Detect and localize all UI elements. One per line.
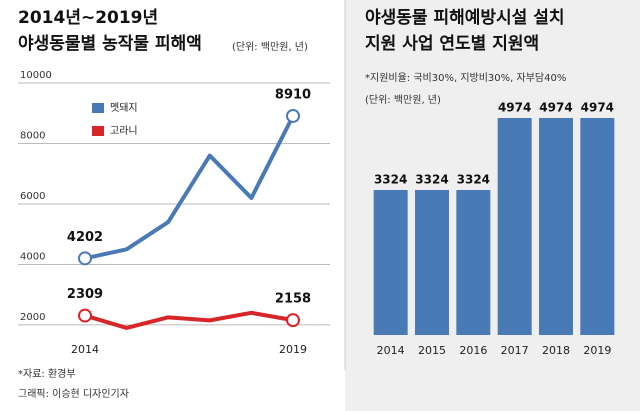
data-label: 4974 <box>498 101 531 115</box>
data-label: 2309 <box>67 287 103 302</box>
bar <box>539 118 573 335</box>
subtitle: *지원비율: 국비30%, 지방비30%, 자부담40% <box>365 72 566 84</box>
legend-label: 멧돼지 <box>110 102 138 114</box>
bar <box>415 189 449 335</box>
chart-title: 지원 사업 연도별 지원액 <box>365 34 539 54</box>
x-tick-label: 2019 <box>583 344 611 357</box>
x-tick-label: 2014 <box>377 344 405 357</box>
data-marker <box>286 108 300 123</box>
bar <box>456 189 491 335</box>
data-label: 3324 <box>374 172 407 186</box>
legend-label: 고라니 <box>110 125 138 137</box>
data-label: 2158 <box>275 292 311 307</box>
bar <box>373 189 408 335</box>
data-label: 3324 <box>457 172 490 186</box>
data-label: 4202 <box>67 230 103 245</box>
data-marker <box>78 251 92 266</box>
x-tick-label: 2015 <box>418 344 446 357</box>
credit: 그래픽: 이승현 디자인기자 <box>18 388 129 400</box>
x-tick-label: 2019 <box>279 343 307 356</box>
y-tick-label: 10000 <box>20 70 52 81</box>
unit-label: (단위: 백만원, 년) <box>232 40 308 53</box>
y-tick-label: 2000 <box>20 312 45 323</box>
chart-title: 야생동물 피해예방시설 설치 <box>365 8 565 28</box>
bar <box>497 118 532 335</box>
legend-swatch <box>92 126 104 136</box>
source: *자료: 환경부 <box>18 367 76 380</box>
data-line <box>84 310 294 330</box>
y-tick-label: 6000 <box>20 191 45 202</box>
data-label: 4974 <box>581 101 614 115</box>
x-tick-label: 2018 <box>542 344 570 357</box>
unit-label: (단위: 백만원, 년) <box>365 93 441 106</box>
data-line <box>84 115 295 261</box>
y-tick-label: 4000 <box>20 251 45 262</box>
x-tick-label: 2017 <box>501 344 529 357</box>
data-marker <box>78 308 92 323</box>
data-label: 8910 <box>275 87 311 102</box>
data-label: 3324 <box>415 172 448 186</box>
x-tick-label: 2014 <box>71 343 99 356</box>
x-tick-label: 2016 <box>459 344 487 357</box>
data-label: 4974 <box>539 101 572 115</box>
legend-swatch <box>92 103 104 113</box>
y-tick-label: 8000 <box>20 130 45 141</box>
data-marker <box>286 313 300 328</box>
bar <box>580 118 615 335</box>
chart-title: 야생동물별 농작물 피해액 <box>18 34 202 54</box>
chart-title: 2014년~2019년 <box>18 8 158 28</box>
